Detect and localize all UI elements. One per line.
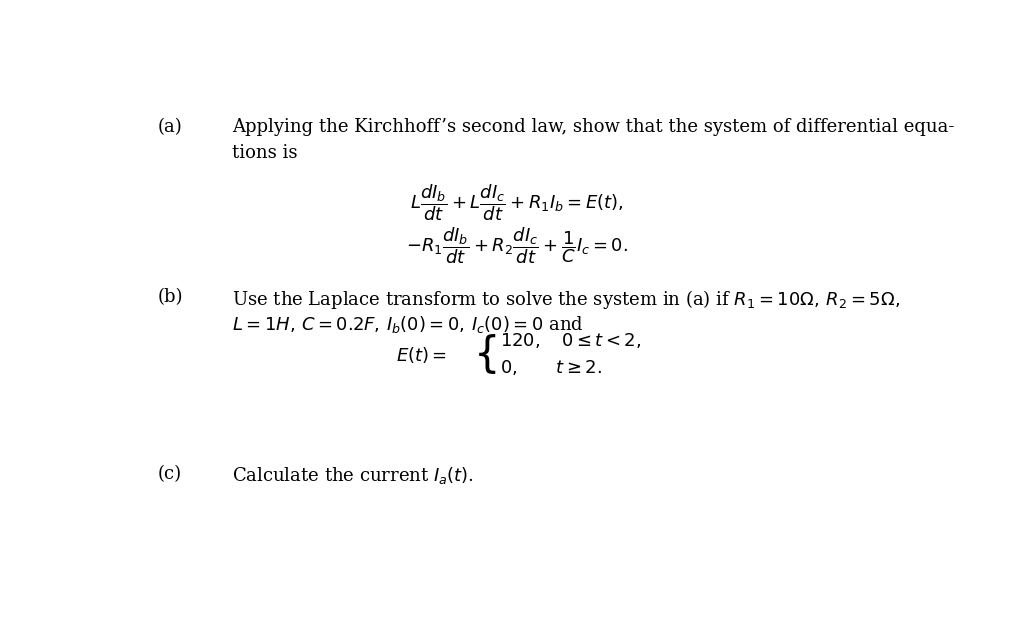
Text: $L\dfrac{dI_b}{dt}+L\dfrac{dI_c}{dt}+R_1I_b=E\left(t\right),$: $L\dfrac{dI_b}{dt}+L\dfrac{dI_c}{dt}+R_1…	[411, 182, 624, 223]
Text: tions is: tions is	[232, 144, 298, 162]
Text: $\left\{\ \right.$: $\left\{\ \right.$	[472, 332, 495, 376]
Text: $-R_1\dfrac{dI_b}{dt}+R_2\dfrac{dI_c}{dt}+\dfrac{1}{C}I_c=0.$: $-R_1\dfrac{dI_b}{dt}+R_2\dfrac{dI_c}{dt…	[406, 226, 629, 266]
Text: $0,\qquad t\geq 2.$: $0,\qquad t\geq 2.$	[499, 358, 602, 378]
Text: Use the Laplace transform to solve the system in (a) if $R_1=10\Omega,\, R_2=5\O: Use the Laplace transform to solve the s…	[232, 288, 900, 311]
Text: $120,\quad 0\leq t < 2,$: $120,\quad 0\leq t < 2,$	[499, 331, 641, 350]
Text: $E(t)=$: $E(t)=$	[396, 345, 447, 365]
Text: (c): (c)	[157, 465, 182, 483]
Text: (a): (a)	[157, 118, 183, 136]
Text: Calculate the current $I_a(t)$.: Calculate the current $I_a(t)$.	[232, 465, 474, 486]
Text: $L=1H,\, C=0.2F,\, I_b(0)=0,\, I_c(0)=0$ and: $L=1H,\, C=0.2F,\, I_b(0)=0,\, I_c(0)=0$…	[232, 314, 583, 335]
Text: (b): (b)	[157, 288, 183, 306]
Text: Applying the Kirchhoff’s second law, show that the system of differential equa-: Applying the Kirchhoff’s second law, sho…	[232, 118, 955, 136]
